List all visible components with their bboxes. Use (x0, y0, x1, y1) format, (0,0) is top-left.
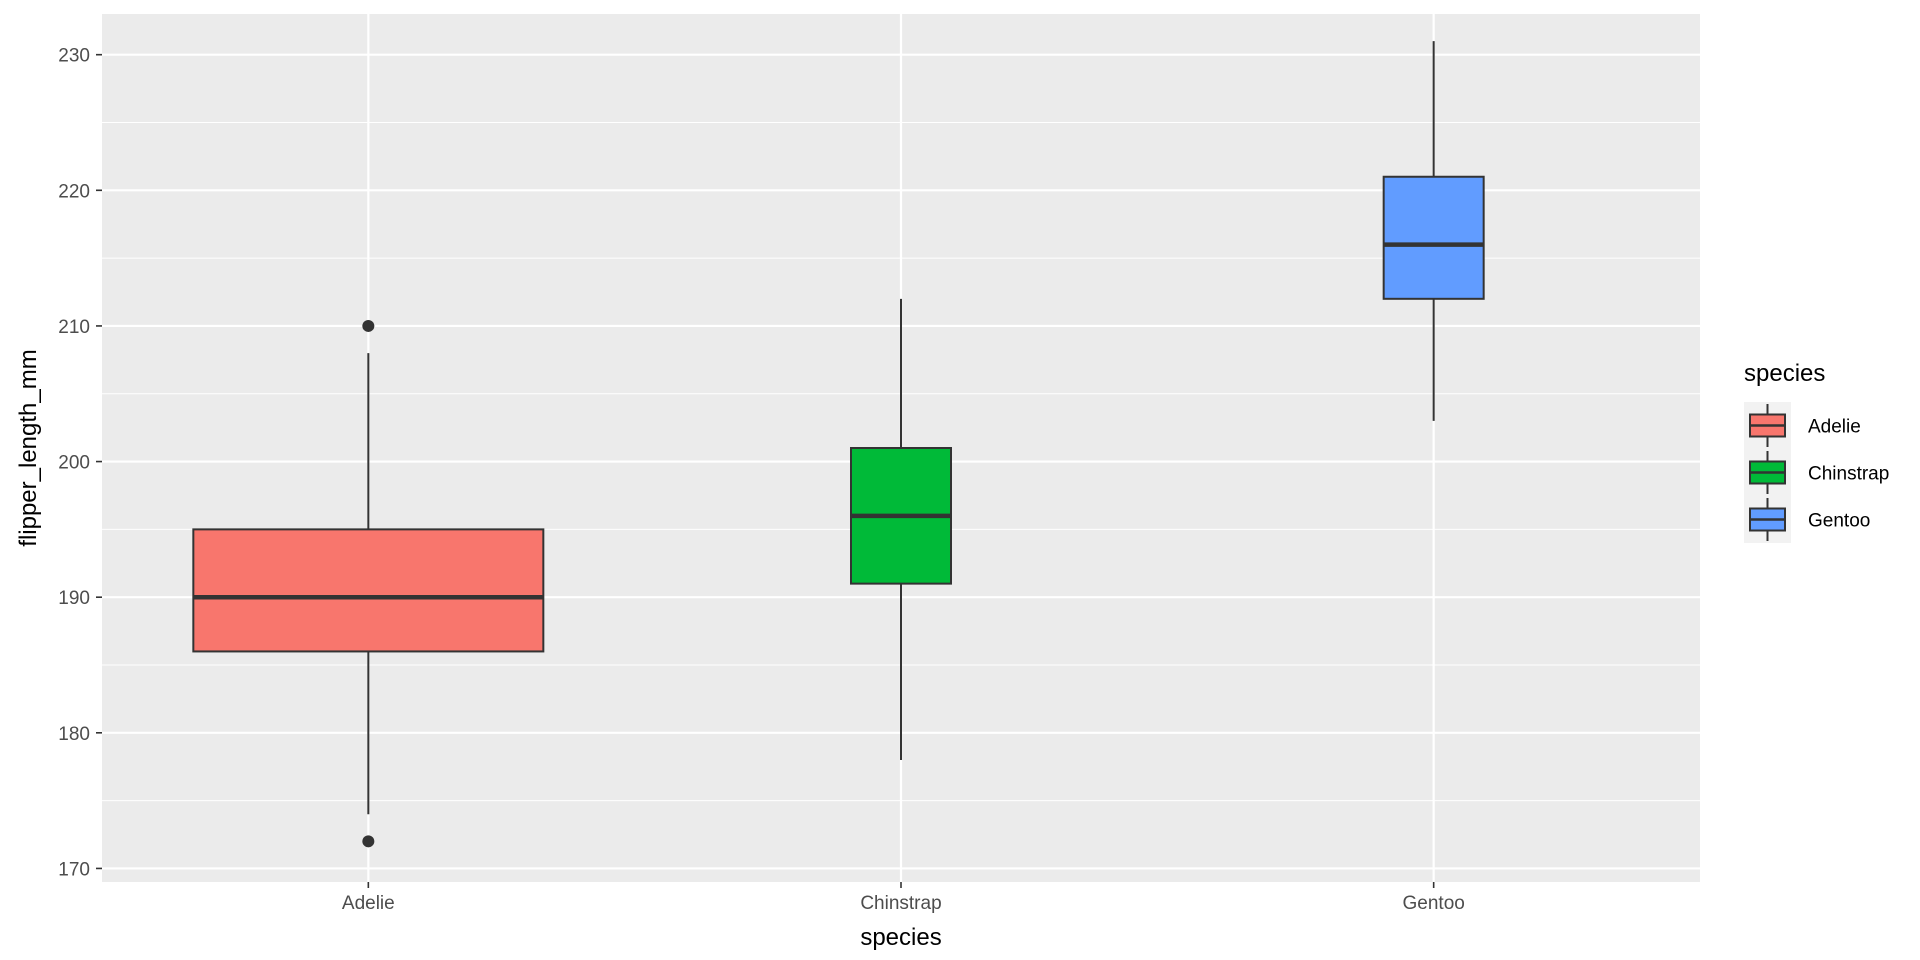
legend-entry-adelie: Adelie (1744, 402, 1861, 449)
legend: species Adelie Chinstrap Gentoo (1744, 360, 1889, 543)
y-tick-label: 230 (58, 46, 90, 67)
box-body (1382, 175, 1485, 300)
box-gentoo (1382, 41, 1485, 421)
y-tick-label: 220 (58, 181, 90, 202)
box-chinstrap (850, 298, 952, 760)
y-tick-label: 190 (58, 588, 90, 609)
x-tick-label: Chinstrap (860, 893, 941, 914)
box-adelie (192, 319, 545, 848)
outlier-point (362, 835, 375, 848)
legend-label: Gentoo (1808, 511, 1870, 532)
y-axis: 170 180 190 200 210 220 230 (58, 46, 102, 880)
x-axis: Adelie Chinstrap Gentoo (342, 882, 1465, 914)
x-tick-label: Gentoo (1403, 893, 1465, 914)
x-axis-title: species (860, 924, 941, 951)
y-tick-label: 170 (58, 859, 90, 880)
y-tick-label: 200 (58, 453, 90, 474)
box-body (192, 528, 545, 653)
y-axis-title: flipper_length_mm (15, 349, 42, 546)
legend-entry-gentoo: Gentoo (1744, 496, 1870, 543)
y-tick-label: 180 (58, 724, 90, 745)
boxes (192, 41, 1485, 848)
legend-label: Adelie (1808, 417, 1861, 438)
y-tick-label: 210 (58, 317, 90, 338)
legend-title: species (1744, 360, 1825, 387)
outlier-point (362, 319, 375, 332)
legend-entry-chinstrap: Chinstrap (1744, 449, 1889, 496)
legend-label: Chinstrap (1808, 464, 1889, 485)
x-tick-label: Adelie (342, 893, 395, 914)
